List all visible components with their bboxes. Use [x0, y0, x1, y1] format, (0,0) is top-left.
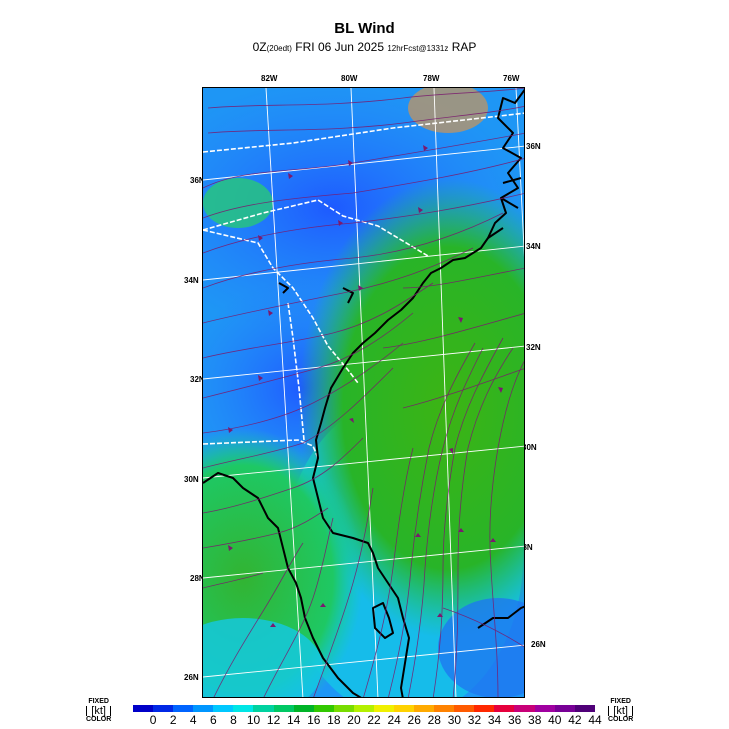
- colorbar-swatch: [373, 705, 395, 712]
- lat-label-right-34n: 34N: [526, 242, 541, 251]
- lat-label-right-30n: 30N: [522, 443, 537, 452]
- colorbar-tick-label: 28: [427, 713, 441, 727]
- colorbar-swatch: [293, 705, 314, 712]
- lat-label-left-34n: 34N: [184, 276, 199, 285]
- lat-label-right-36n: 36N: [526, 142, 541, 151]
- wind-arrowheads: [228, 145, 503, 627]
- colorbar-swatch: [333, 705, 354, 712]
- lat-label-right-28n: 28N: [518, 543, 533, 552]
- colorbar-swatch: [253, 705, 274, 712]
- colorbar-tick-label: 24: [387, 713, 401, 727]
- lat-label-right-26n: 26N: [531, 640, 546, 649]
- colorbar-tick-label: 38: [528, 713, 542, 727]
- subtitle-time: 0Z: [252, 40, 267, 54]
- colorbar-tick-label: 30: [447, 713, 462, 727]
- lat-label-right-32n: 32N: [526, 343, 541, 352]
- colorbar-right-bottom: COLOR: [608, 716, 634, 723]
- colorbar-swatch: [213, 705, 234, 712]
- colorbar-tick-label: 42: [568, 713, 582, 727]
- speed-field-se-blue: [438, 598, 524, 697]
- colorbar-swatch: [273, 705, 294, 712]
- colorbar-swatch: [414, 705, 435, 712]
- colorbar-tick-label: 16: [307, 713, 321, 727]
- subtitle-model: RAP: [448, 40, 477, 54]
- colorbar-tick-label: 10: [246, 713, 261, 727]
- colorbar-tick-label: 22: [367, 713, 381, 727]
- colorbar-right-top: FIXED: [610, 698, 631, 705]
- colorbar-tick-label: 34: [487, 713, 502, 727]
- colorbar-left-top: FIXED: [88, 698, 109, 705]
- colorbar-swatch: [193, 705, 214, 712]
- colorbar-swatch: [394, 705, 415, 712]
- speed-field-nw-green: [203, 178, 273, 228]
- wind-streamlines: [203, 88, 524, 697]
- speed-field-ne-orange: [408, 88, 488, 133]
- lon-label-78w: 78W: [423, 74, 440, 83]
- lat-label-left-26n: 26N: [184, 673, 199, 682]
- colorbar-swatch: [173, 705, 194, 712]
- colorbar-tick-label: 44: [588, 713, 602, 727]
- colorbar-tick-label: 36: [507, 713, 522, 727]
- colorbar-left-bottom: COLOR: [86, 716, 112, 723]
- colorbar-swatch: [494, 705, 515, 712]
- colorbar-swatch: [133, 705, 154, 712]
- lat-label-left-36n: 36N: [190, 176, 205, 185]
- speed-field-sw-cyan: [203, 618, 323, 697]
- colorbar-tick-label: 18: [327, 713, 341, 727]
- lon-label-76w: 76W: [503, 74, 520, 83]
- colorbar-tick-label: 32: [467, 713, 482, 727]
- colorbar-swatch: [514, 705, 535, 712]
- colorbar-swatch: [434, 705, 455, 712]
- colorbar-swatch: [554, 705, 575, 712]
- colorbar-labels: 0 2 4 6 8 10 12 14 16 18 20 22 24 26 28 30 32 34 36 38 40 42 4…: [133, 713, 602, 727]
- colorbar-tick-label: 26: [407, 713, 421, 727]
- colorbar-tick-label: 0: [149, 713, 157, 727]
- colorbar-right-tag: FIXED [kt] COLOR: [608, 698, 634, 724]
- colorbar-swatch: [233, 705, 254, 712]
- subtitle-local-time: (20edt): [266, 44, 292, 53]
- colorbar-left-tag: FIXED [kt] COLOR: [86, 698, 112, 724]
- colorbar-swatch: [474, 705, 495, 712]
- colorbar: [133, 705, 595, 712]
- colorbar-tick-label: 4: [189, 713, 197, 727]
- lat-label-left-30n: 30N: [184, 475, 199, 484]
- subtitle-date: FRI 06 Jun 2025: [291, 40, 388, 54]
- colorbar-tick-label: 20: [347, 713, 361, 727]
- wind-map[interactable]: [202, 87, 525, 698]
- colorbar-swatch: [353, 705, 374, 712]
- lon-label-80w: 80W: [341, 74, 358, 83]
- colorbar-right-unit: [kt]: [608, 706, 634, 717]
- map-title: BL Wind: [334, 20, 395, 37]
- colorbar-swatch: [574, 705, 595, 712]
- colorbar-swatch: [313, 705, 334, 712]
- colorbar-tick-label: 12: [266, 713, 281, 727]
- colorbar-swatch: [153, 705, 174, 712]
- map-subtitle: 0Z(20edt) FRI 06 Jun 2025 12hrFcst@1331z…: [0, 40, 729, 54]
- lat-lon-grid: [203, 88, 524, 697]
- wind-map-svg: [203, 88, 524, 697]
- colorbar-tick-label: 2: [169, 713, 177, 727]
- lon-label-82w: 82W: [261, 74, 278, 83]
- colorbar-swatch: [454, 705, 475, 712]
- lat-label-left-32n: 32N: [190, 375, 205, 384]
- subtitle-forecast: 12hrFcst@1331z: [387, 44, 449, 53]
- colorbar-tick-label: 8: [230, 713, 237, 727]
- lat-label-left-28n: 28N: [190, 574, 205, 583]
- colorbar-swatch: [534, 705, 555, 712]
- colorbar-tick-label: 40: [548, 713, 562, 727]
- colorbar-tick-label: 14: [287, 713, 301, 727]
- colorbar-left-unit: [kt]: [86, 706, 112, 717]
- colorbar-tick-label: 6: [210, 713, 217, 727]
